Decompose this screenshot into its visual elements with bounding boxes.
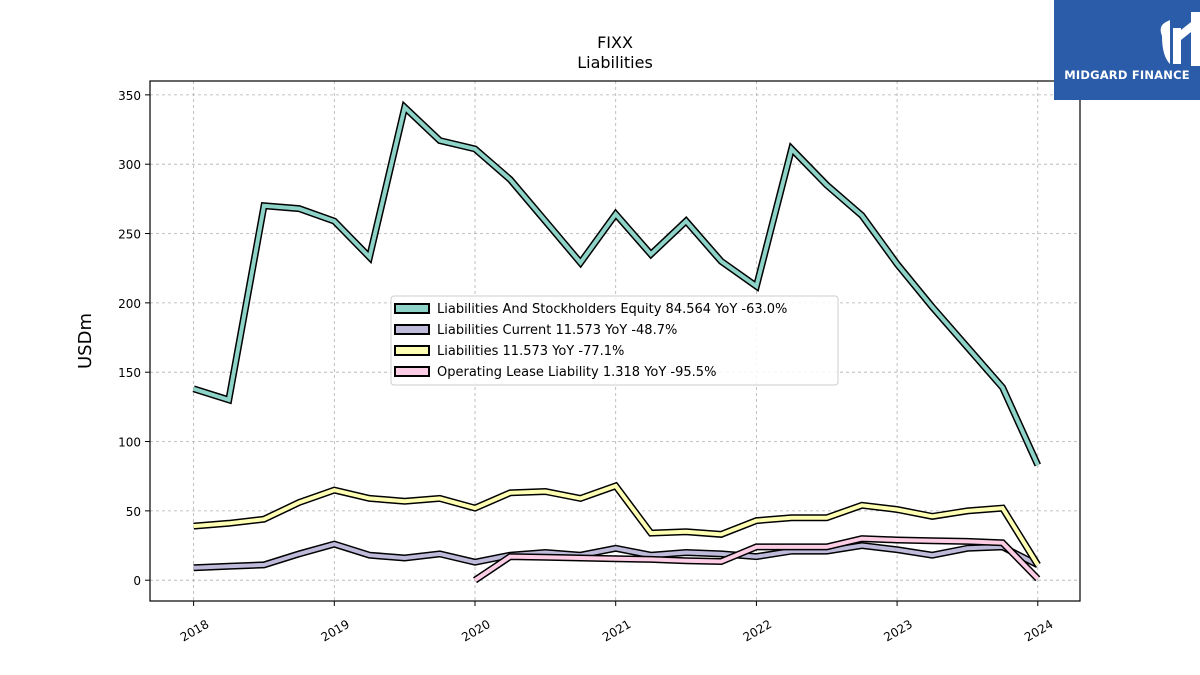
legend-swatch (394, 303, 430, 314)
series-line-liabilities (193, 483, 1040, 566)
chart-subtitle: Liabilities (577, 53, 653, 72)
y-axis-label: USDm (75, 313, 96, 369)
y-tick-label: 200 (118, 297, 141, 311)
y-tick-label: 0 (133, 574, 141, 588)
legend-box (390, 295, 839, 386)
logo-text: MIDGARD FINANCE (1064, 68, 1190, 82)
brand-logo: MIDGARD FINANCE (1054, 0, 1200, 100)
series-line-liabilities-current (193, 542, 1039, 570)
legend-label: Liabilities And Stockholders Equity 84.5… (437, 302, 787, 317)
x-tick-label: 2024 (1022, 617, 1055, 644)
plot-series (192, 100, 1041, 584)
x-tick-label: 2019 (319, 617, 352, 644)
logo-mark-icon (1160, 12, 1200, 66)
legend-label: Liabilities 11.573 YoY -77.1% (437, 344, 624, 359)
legend-swatch (394, 324, 430, 335)
x-tick-label: 2022 (741, 617, 774, 644)
y-axis: 0 50 100 150 200 250 300 350 (118, 89, 150, 588)
chart-title: FIXX (597, 33, 633, 52)
plot-frame (149, 80, 1081, 602)
series-line-liabilities-and-stockholders-equity (192, 103, 1040, 466)
x-axis: 2018 2019 2020 2021 2022 2023 2024 (178, 601, 1056, 644)
legend-swatch (394, 345, 430, 356)
x-tick-label: 2021 (600, 617, 633, 644)
legend-swatch (394, 366, 430, 377)
legend: Liabilities And Stockholders Equity 84.5… (390, 295, 839, 386)
x-tick-label: 2023 (881, 617, 914, 644)
x-tick-label: 2020 (459, 617, 492, 644)
y-tick-label: 150 (118, 366, 141, 380)
x-tick-label: 2018 (178, 617, 211, 644)
y-tick-label: 350 (118, 89, 141, 103)
series-line-operating-lease-liability (473, 536, 1040, 582)
y-tick-label: 100 (118, 436, 141, 450)
legend-label: Operating Lease Liability 1.318 YoY -95.… (437, 365, 716, 380)
y-tick-label: 250 (118, 228, 141, 242)
y-tick-label: 300 (118, 158, 141, 172)
legend-label: Liabilities Current 11.573 YoY -48.7% (437, 323, 677, 338)
y-tick-label: 50 (126, 505, 141, 519)
